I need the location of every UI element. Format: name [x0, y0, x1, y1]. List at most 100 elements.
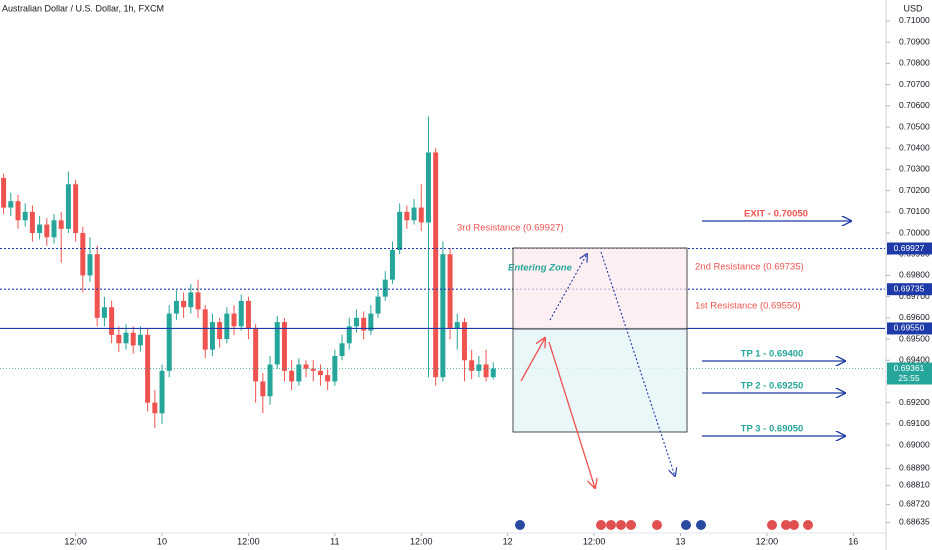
candle-body	[51, 220, 57, 238]
candle-body	[389, 249, 395, 280]
event-icons	[515, 520, 813, 530]
candle-body	[433, 152, 439, 378]
red-arrow	[548, 341, 595, 488]
event-icon	[606, 520, 616, 530]
price-box	[887, 283, 932, 296]
y-tick-label: 0.70700	[899, 79, 930, 89]
dotted-arrow	[600, 251, 675, 476]
event-icon	[626, 520, 636, 530]
candle-body	[325, 375, 331, 382]
candle-body	[123, 332, 129, 344]
candle-body	[461, 322, 467, 361]
x-tick-label: 12:00	[583, 536, 606, 546]
candle-body	[375, 296, 381, 314]
y-tick-label: 0.69600	[899, 312, 930, 322]
plot-area	[0, 116, 885, 429]
y-tick-label: 0.70800	[899, 58, 930, 68]
candle-body	[296, 364, 302, 382]
y-tick-label: 0.69200	[899, 397, 930, 407]
price-box-label: 0.69550	[894, 323, 925, 333]
candle-body	[447, 254, 453, 329]
y-tick-label: 0.68810	[899, 480, 930, 490]
candle-body	[188, 292, 194, 308]
y-tick-label: 0.69700	[899, 291, 930, 301]
candle-body	[418, 207, 424, 223]
y-tick-label: 0.68890	[899, 463, 930, 473]
event-icon	[515, 520, 525, 530]
candle-body	[80, 233, 86, 276]
y-tick-label: 0.70300	[899, 164, 930, 174]
y-tick-label: 0.71000	[899, 15, 930, 25]
candle-body	[202, 309, 208, 350]
last-price-label: 0.69361	[894, 363, 925, 373]
annotation: Entering Zone	[508, 263, 573, 274]
candle-body	[58, 220, 64, 229]
event-icon	[789, 520, 799, 530]
candle-body	[317, 370, 323, 376]
target-zone	[512, 328, 688, 433]
candle-body	[109, 307, 115, 335]
candle-body	[8, 201, 14, 208]
candle-body	[137, 334, 143, 346]
x-tick-label: 13	[675, 536, 685, 546]
candle-body	[94, 254, 100, 318]
candle-body	[44, 224, 50, 238]
price-box	[887, 242, 932, 255]
y-tick-label: 0.70000	[899, 227, 930, 237]
candle-body	[73, 184, 79, 234]
chart-title: Australian Dollar / U.S. Dollar, 1h, FXC…	[2, 3, 164, 13]
y-tick-label: 0.70600	[899, 100, 930, 110]
resistance-zone	[512, 247, 688, 330]
y-tick-label: 0.69800	[899, 270, 930, 280]
candle-body	[454, 322, 460, 329]
candle-body	[217, 322, 223, 340]
candle-body	[37, 224, 43, 234]
y-tick-label: 0.69500	[899, 333, 930, 343]
x-tick-label: 12:00	[410, 536, 433, 546]
candle-body	[166, 313, 172, 371]
candle-body	[209, 322, 215, 350]
candle-body	[397, 211, 403, 250]
candle-body	[346, 326, 352, 344]
candle-body	[469, 360, 475, 371]
annotation: TP 2 - 0.69250	[741, 381, 804, 392]
annotation: EXIT - 0.70050	[744, 209, 808, 220]
candle-body	[1, 177, 7, 208]
y-tick-label: 0.69400	[899, 355, 930, 365]
x-tick-label: 12:00	[756, 536, 779, 546]
event-icon	[696, 520, 706, 530]
event-icon	[681, 520, 691, 530]
candle-body	[274, 322, 280, 365]
x-tick-label: 12	[503, 536, 513, 546]
countdown-label: 25:55	[898, 373, 920, 383]
candle-body	[411, 207, 417, 221]
currency-label: USD	[903, 3, 923, 13]
x-tick-label: 10	[157, 536, 167, 546]
annotation: TP 3 - 0.69050	[741, 424, 804, 435]
y-tick-label: 0.69100	[899, 418, 930, 428]
candle-body	[181, 300, 187, 308]
event-icon	[803, 520, 813, 530]
candle-body	[130, 332, 136, 346]
candle-body	[65, 184, 71, 229]
annotation: TP 1 - 0.69400	[741, 349, 804, 360]
candle-body	[152, 402, 158, 414]
candle-body	[382, 279, 388, 297]
candle-body	[260, 381, 266, 397]
event-icon	[596, 520, 606, 530]
candle-body	[101, 307, 107, 318]
price-box-label: 0.69735	[894, 283, 925, 293]
x-tick-label: 12:00	[64, 536, 87, 546]
candle-body	[303, 364, 309, 369]
x-tick-label: 11	[330, 536, 339, 546]
candle-body	[425, 152, 431, 223]
candle-body	[159, 370, 165, 414]
annotation: 3rd Resistance (0.69927)	[457, 223, 564, 234]
y-tick-label: 0.69000	[899, 439, 930, 449]
candle-body	[339, 343, 345, 357]
annotation: 2nd Resistance (0.69735)	[695, 262, 804, 273]
red-arrow	[520, 338, 545, 382]
event-icon	[652, 520, 662, 530]
